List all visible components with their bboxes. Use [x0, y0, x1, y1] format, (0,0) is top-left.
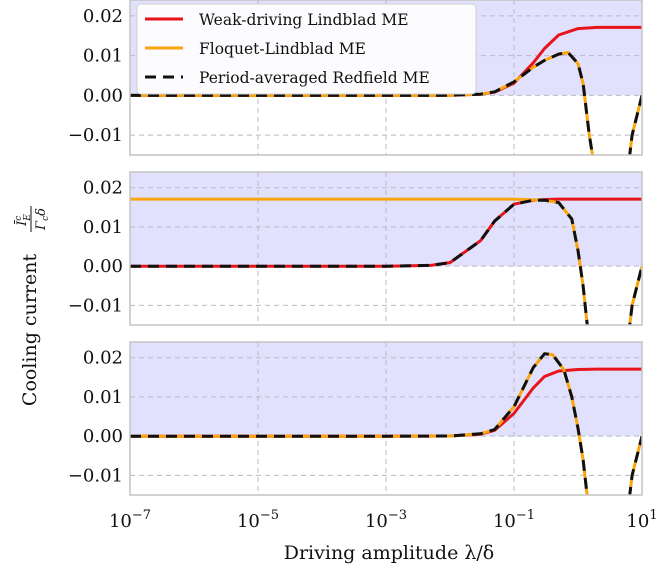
y-tick-label: −0.01 — [68, 295, 123, 316]
x-axis-title: Driving amplitude λ/δ — [284, 542, 495, 564]
series-period-averaged-redfield-me — [130, 352, 642, 495]
y-tick-label: 0.00 — [83, 85, 123, 106]
plot-frame — [129, 171, 643, 326]
y-tick-label: −0.01 — [68, 465, 123, 486]
y-tick-label: −0.01 — [68, 125, 123, 146]
y-tick-label: 0.01 — [83, 46, 123, 67]
y-tick-label: 0.01 — [83, 217, 123, 238]
y-tick-label: 0.02 — [83, 178, 123, 199]
series-period-averaged-redfield-me — [130, 198, 642, 325]
x-tick-label: 101 — [626, 508, 657, 532]
y-tick-label: 0.00 — [83, 256, 123, 277]
series-period-averaged-redfield-me — [130, 51, 642, 155]
y-tick-label: 0.02 — [83, 6, 123, 27]
y-tick-label: 0.02 — [83, 348, 123, 369]
y-axis-fraction-denominator: Γcδ — [34, 208, 51, 231]
x-axis-labels: 10−7 10−5 10−3 10−1 101 — [109, 508, 657, 532]
plot-frame — [129, 0, 643, 156]
series-group — [130, 25, 642, 155]
legend-label: Weak-driving Lindblad ME — [199, 11, 409, 29]
x-tick-label: 10−5 — [237, 508, 279, 532]
legend-label: Period-averaged Redfield ME — [199, 69, 430, 87]
y-axis-fraction-numerator: ĪcE — [14, 214, 33, 227]
series-group — [130, 352, 642, 495]
x-tick-label: 10−7 — [109, 508, 151, 532]
y-axis-title-text: Cooling current — [19, 254, 41, 407]
legend-label: Floquet-Lindblad ME — [199, 40, 366, 58]
x-tick-label: 10−1 — [493, 508, 535, 532]
plot-frame — [129, 341, 643, 496]
panel-3: 0.02 0.01 0.00 −0.01 — [68, 341, 643, 496]
y-tick-label: 0.00 — [83, 426, 123, 447]
series-group — [130, 197, 642, 325]
y-axis-title: Cooling current ĪcE Γcδ — [14, 206, 51, 406]
panel-2: 0.02 0.01 0.00 −0.01 — [68, 171, 643, 326]
x-tick-label: 10−3 — [365, 508, 407, 532]
legend: Weak-driving Lindblad ME Floquet-Lindblad… — [136, 3, 477, 95]
legend-box — [136, 3, 477, 95]
y-tick-label: 0.01 — [83, 387, 123, 408]
panels: 0.020.010.00−0.010.020.010.00−0.010.020.… — [68, 0, 643, 496]
